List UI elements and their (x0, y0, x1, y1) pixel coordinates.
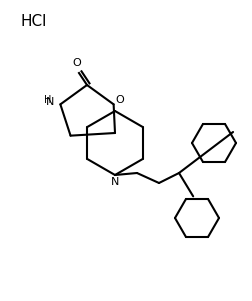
Text: N: N (46, 97, 54, 107)
Text: N: N (110, 177, 119, 187)
Text: H: H (44, 95, 51, 105)
Text: O: O (72, 58, 81, 68)
Text: HCl: HCl (20, 14, 46, 29)
Text: O: O (115, 95, 123, 105)
